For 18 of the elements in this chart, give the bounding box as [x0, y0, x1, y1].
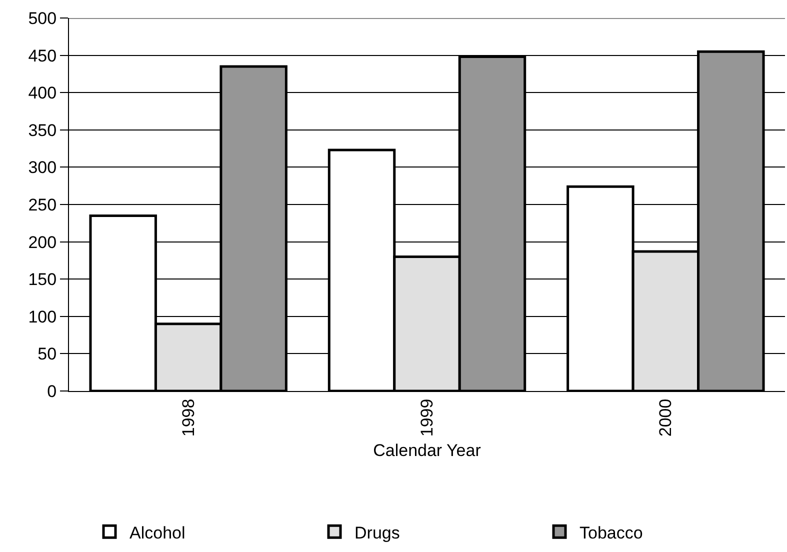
y-tick-label: 50	[38, 344, 57, 364]
x-tick-label: 2000	[656, 398, 676, 437]
x-tick-label: 1998	[178, 398, 198, 437]
y-tick-label: 100	[28, 307, 57, 326]
y-tick-label: 150	[28, 270, 57, 290]
y-tick-label: 200	[28, 232, 57, 252]
x-axis-title: Calendar Year	[373, 441, 482, 460]
y-tick-label: 450	[28, 46, 57, 66]
x-tick-label: 1999	[418, 398, 437, 437]
legend-label: Alcohol	[130, 523, 186, 542]
legend-label: Tobacco	[580, 523, 643, 542]
legend-label: Drugs	[354, 523, 400, 542]
y-tick-label: 350	[28, 120, 57, 140]
y-tick-label: 400	[28, 84, 57, 103]
y-tick-label: 300	[28, 158, 57, 178]
y-tick-label: 500	[28, 8, 57, 28]
y-tick-label: 250	[28, 195, 57, 214]
y-tick-label: 0	[47, 382, 57, 401]
